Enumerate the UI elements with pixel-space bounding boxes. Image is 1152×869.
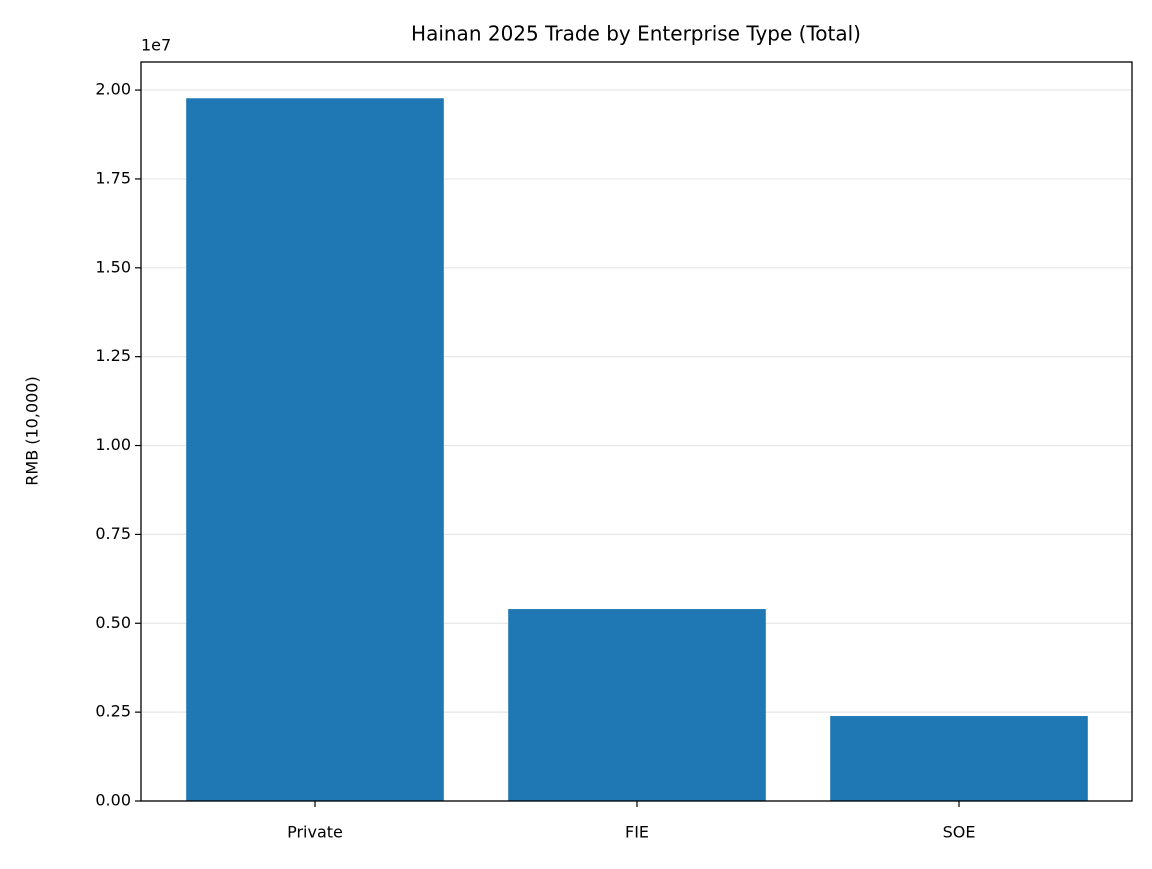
y-tick-label: 1.50 <box>95 257 131 276</box>
x-tick-label: Private <box>287 823 343 842</box>
y-tick-label: 0.75 <box>95 524 131 543</box>
x-tick-label: SOE <box>943 823 976 842</box>
y-axis-label: RMB (10,000) <box>23 376 42 485</box>
bar <box>830 716 1088 801</box>
bar <box>186 98 444 802</box>
y-tick-label: 1.25 <box>95 346 131 365</box>
y-tick-label: 1.00 <box>95 435 131 454</box>
y-offset-label: 1e7 <box>141 36 171 55</box>
chart-title: Hainan 2025 Trade by Enterprise Type (To… <box>411 22 861 46</box>
x-tick-label: FIE <box>625 823 649 842</box>
plot-frame <box>140 61 1133 802</box>
bar <box>508 609 766 801</box>
y-tick-label: 0.50 <box>95 613 131 632</box>
y-tick-label: 2.00 <box>95 80 131 99</box>
y-tick-label: 0.00 <box>95 791 131 810</box>
y-tick-label: 1.75 <box>95 168 131 187</box>
y-tick-label: 0.25 <box>95 702 131 721</box>
